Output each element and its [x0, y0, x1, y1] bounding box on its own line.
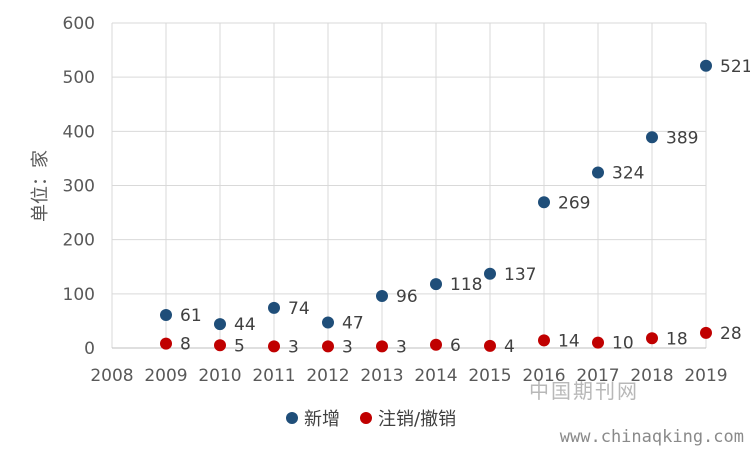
data-label: 3 — [288, 337, 299, 357]
point-new — [376, 290, 388, 302]
data-label: 269 — [558, 193, 590, 213]
y-tick-label: 100 — [63, 285, 95, 305]
data-label: 61 — [180, 306, 202, 326]
point-cancelled — [322, 340, 334, 353]
x-tick-label: 2012 — [306, 366, 349, 386]
point-cancelled — [538, 334, 550, 347]
y-tick-label: 300 — [63, 177, 95, 197]
x-tick-label: 2011 — [252, 366, 295, 386]
point-cancelled — [376, 340, 388, 353]
x-tick-label: 2013 — [360, 366, 403, 386]
watermark-url: www.chinaqking.com — [560, 427, 744, 447]
point-cancelled — [430, 338, 442, 351]
data-labels: 61 44 74 47 96 118 137 269 324 389 521 8 5 3 3 3 6 4 14 10 1… — [180, 57, 750, 358]
point-cancelled — [214, 339, 226, 352]
axes: 0 100 200 300 400 500 600 2008 2009 2010 2011 2012 2… — [63, 14, 728, 386]
data-label: 389 — [666, 128, 698, 148]
x-tick-label: 2014 — [414, 366, 457, 386]
watermark: 中国期刊网 www.chinaqking.com — [529, 379, 744, 447]
data-label: 10 — [612, 334, 634, 354]
point-cancelled — [646, 332, 658, 345]
y-tick-label: 0 — [84, 339, 95, 359]
point-cancelled — [160, 337, 172, 350]
data-label: 8 — [180, 335, 191, 355]
data-label: 521 — [720, 57, 750, 77]
point-new — [700, 59, 712, 72]
data-label: 96 — [396, 287, 418, 307]
point-cancelled — [700, 326, 712, 339]
x-tick-label: 2010 — [198, 366, 241, 386]
point-new — [646, 131, 658, 144]
x-tick-label: 2015 — [468, 366, 511, 386]
x-tick-label: 2019 — [684, 366, 727, 386]
data-points — [160, 59, 712, 353]
data-label: 324 — [612, 164, 644, 184]
point-cancelled — [484, 339, 496, 352]
point-new — [268, 301, 280, 314]
point-new — [484, 267, 496, 280]
data-label: 28 — [720, 324, 742, 344]
x-tick-label: 2018 — [630, 366, 673, 386]
data-label: 137 — [504, 265, 536, 285]
legend-label: 注销/撤销 — [378, 409, 456, 430]
y-tick-label: 600 — [63, 14, 95, 34]
point-new — [538, 196, 550, 209]
x-tick-label: 2017 — [576, 366, 619, 386]
y-tick-label: 400 — [63, 122, 95, 142]
legend: 新增 注销/撤销 — [286, 409, 456, 430]
data-label: 47 — [342, 314, 364, 334]
point-new — [322, 316, 334, 329]
data-label: 18 — [666, 329, 688, 349]
point-new — [160, 308, 172, 321]
x-tick-label: 2008 — [90, 366, 133, 386]
point-new — [214, 318, 226, 331]
data-label: 14 — [558, 331, 580, 351]
data-label: 44 — [234, 315, 256, 335]
y-tick-label: 200 — [63, 231, 95, 251]
point-new — [430, 278, 442, 291]
data-label: 118 — [450, 275, 482, 295]
data-label: 74 — [288, 299, 310, 319]
legend-marker — [360, 412, 372, 424]
legend-marker — [286, 412, 298, 424]
x-tick-label: 2016 — [522, 366, 565, 386]
x-tick-label: 2009 — [144, 366, 187, 386]
point-new — [592, 166, 604, 179]
legend-label: 新增 — [304, 409, 340, 430]
point-cancelled — [592, 336, 604, 349]
data-label: 5 — [234, 336, 245, 356]
gridlines — [111, 22, 707, 348]
watermark-cn: 中国期刊网 — [529, 379, 639, 403]
data-label: 3 — [342, 337, 353, 357]
point-cancelled — [268, 340, 280, 353]
data-label: 4 — [504, 337, 515, 357]
y-tick-label: 500 — [63, 68, 95, 88]
data-label: 3 — [396, 337, 407, 357]
y-axis-label: 单位：家 — [30, 150, 51, 222]
data-label: 6 — [450, 336, 461, 356]
